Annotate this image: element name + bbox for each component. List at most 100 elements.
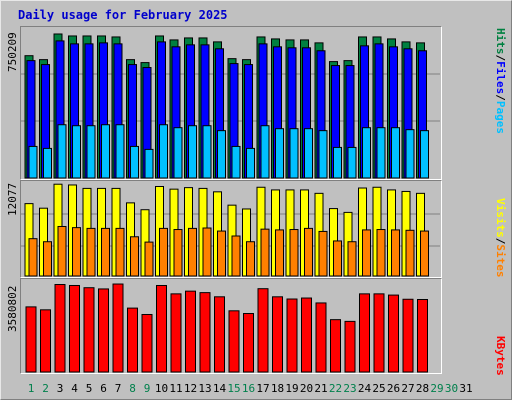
x-label-day-12: 12 — [183, 382, 198, 395]
bar-pages-day-5 — [86, 125, 96, 179]
bar-pages-day-24 — [362, 127, 371, 179]
x-label-day-2: 2 — [42, 382, 49, 395]
bar-pages-day-10 — [159, 124, 168, 179]
bar-pages-day-15 — [231, 145, 241, 179]
bar-sites-day-10 — [159, 227, 168, 277]
bar-sites-day-17 — [260, 228, 270, 277]
bar-sites-day-12 — [188, 227, 197, 277]
bar-pages-day-11 — [173, 127, 183, 179]
bar-pages-day-18 — [275, 128, 284, 179]
x-label-day-5: 5 — [85, 382, 93, 395]
x-label-day-24: 24 — [357, 382, 372, 395]
bar-kbytes-day-1 — [25, 306, 37, 373]
bar-kbytes-day-22 — [330, 319, 341, 373]
bar-pages-day-14 — [217, 130, 226, 179]
bar-sites-day-11 — [173, 229, 183, 277]
bar-pages-day-20 — [304, 128, 313, 179]
bar-sites-day-4 — [72, 227, 81, 277]
bar-sites-day-13 — [202, 227, 212, 277]
bar-pages-day-8 — [130, 145, 139, 179]
bar-kbytes-day-5 — [83, 287, 95, 373]
bar-sites-day-28 — [420, 230, 429, 277]
bar-pages-day-21 — [318, 130, 328, 179]
bar-sites-day-27 — [405, 229, 415, 277]
bar-kbytes-day-2 — [40, 309, 51, 373]
bar-kbytes-day-24 — [359, 293, 370, 373]
x-label-day-19: 19 — [285, 382, 299, 395]
bar-kbytes-day-13 — [199, 292, 211, 373]
bar-sites-day-21 — [318, 230, 328, 277]
bar-sites-day-2 — [43, 241, 52, 277]
bar-kbytes-day-21 — [315, 302, 327, 373]
bar-sites-day-3 — [57, 225, 67, 277]
bar-pages-day-16 — [246, 147, 255, 179]
x-label-day-18: 18 — [270, 382, 285, 395]
bar-sites-day-14 — [217, 230, 226, 277]
bar-sites-day-23 — [347, 241, 357, 277]
bar-pages-day-27 — [405, 129, 415, 179]
bar-kbytes-day-26 — [388, 294, 399, 373]
bar-sites-day-25 — [376, 229, 386, 277]
x-label-day-3: 3 — [56, 382, 64, 395]
bar-kbytes-day-11 — [170, 293, 182, 373]
bar-sites-day-6 — [101, 227, 110, 277]
bar-pages-day-22 — [333, 146, 342, 179]
bar-pages-day-25 — [376, 127, 386, 179]
bar-pages-day-4 — [72, 125, 81, 179]
x-label-day-27: 27 — [401, 382, 415, 395]
bar-kbytes-day-23 — [344, 320, 356, 373]
x-label-day-30: 30 — [444, 382, 459, 395]
bar-kbytes-day-20 — [301, 297, 312, 373]
bar-pages-day-17 — [260, 125, 270, 179]
bar-pages-day-12 — [188, 125, 197, 179]
bar-sites-day-15 — [231, 235, 241, 277]
bar-pages-day-19 — [289, 128, 299, 179]
x-label-day-6: 6 — [100, 382, 107, 395]
bar-kbytes-day-19 — [286, 298, 298, 373]
x-label-day-17: 17 — [256, 382, 270, 395]
bar-sites-day-1 — [28, 238, 38, 277]
x-label-day-8: 8 — [129, 382, 136, 395]
x-label-day-31: 31 — [459, 382, 473, 395]
x-label-day-26: 26 — [386, 382, 401, 395]
bar-sites-day-26 — [391, 229, 400, 277]
bar-sites-day-7 — [115, 227, 125, 277]
bar-kbytes-day-18 — [272, 296, 283, 373]
bar-sites-day-9 — [144, 241, 154, 277]
x-label-day-7: 7 — [114, 382, 122, 395]
bar-kbytes-day-7 — [112, 283, 124, 373]
x-label-day-29: 29 — [430, 382, 444, 395]
bar-pages-day-26 — [391, 127, 400, 179]
x-label-day-16: 16 — [241, 382, 256, 395]
bar-pages-day-6 — [101, 124, 110, 179]
x-label-day-15: 15 — [227, 382, 241, 395]
x-label-day-25: 25 — [372, 382, 386, 395]
x-label-day-11: 11 — [169, 382, 183, 395]
x-label-day-13: 13 — [198, 382, 212, 395]
bar-kbytes-day-8 — [127, 307, 138, 373]
x-label-day-10: 10 — [154, 382, 169, 395]
x-label-day-20: 20 — [299, 382, 314, 395]
bar-sites-day-22 — [333, 240, 342, 277]
bar-pages-day-1 — [28, 145, 38, 179]
bar-kbytes-day-27 — [402, 298, 414, 373]
bar-kbytes-day-12 — [185, 290, 196, 373]
x-label-day-1: 1 — [27, 382, 35, 395]
x-label-day-22: 22 — [328, 382, 343, 395]
bar-kbytes-day-10 — [156, 284, 167, 373]
x-label-day-28: 28 — [415, 382, 430, 395]
bar-sites-day-8 — [130, 236, 139, 277]
bar-sites-day-20 — [304, 227, 313, 277]
bar-kbytes-day-6 — [98, 288, 109, 373]
bar-sites-day-5 — [86, 227, 96, 277]
bar-pages-day-7 — [115, 124, 125, 179]
bar-sites-day-19 — [289, 229, 299, 277]
bar-pages-day-13 — [202, 125, 212, 179]
x-label-day-23: 23 — [343, 382, 357, 395]
x-label-day-14: 14 — [212, 382, 227, 395]
bar-sites-day-18 — [275, 229, 284, 277]
bar-kbytes-day-25 — [373, 293, 385, 373]
bar-kbytes-day-3 — [54, 284, 66, 373]
bar-kbytes-day-28 — [417, 299, 428, 373]
